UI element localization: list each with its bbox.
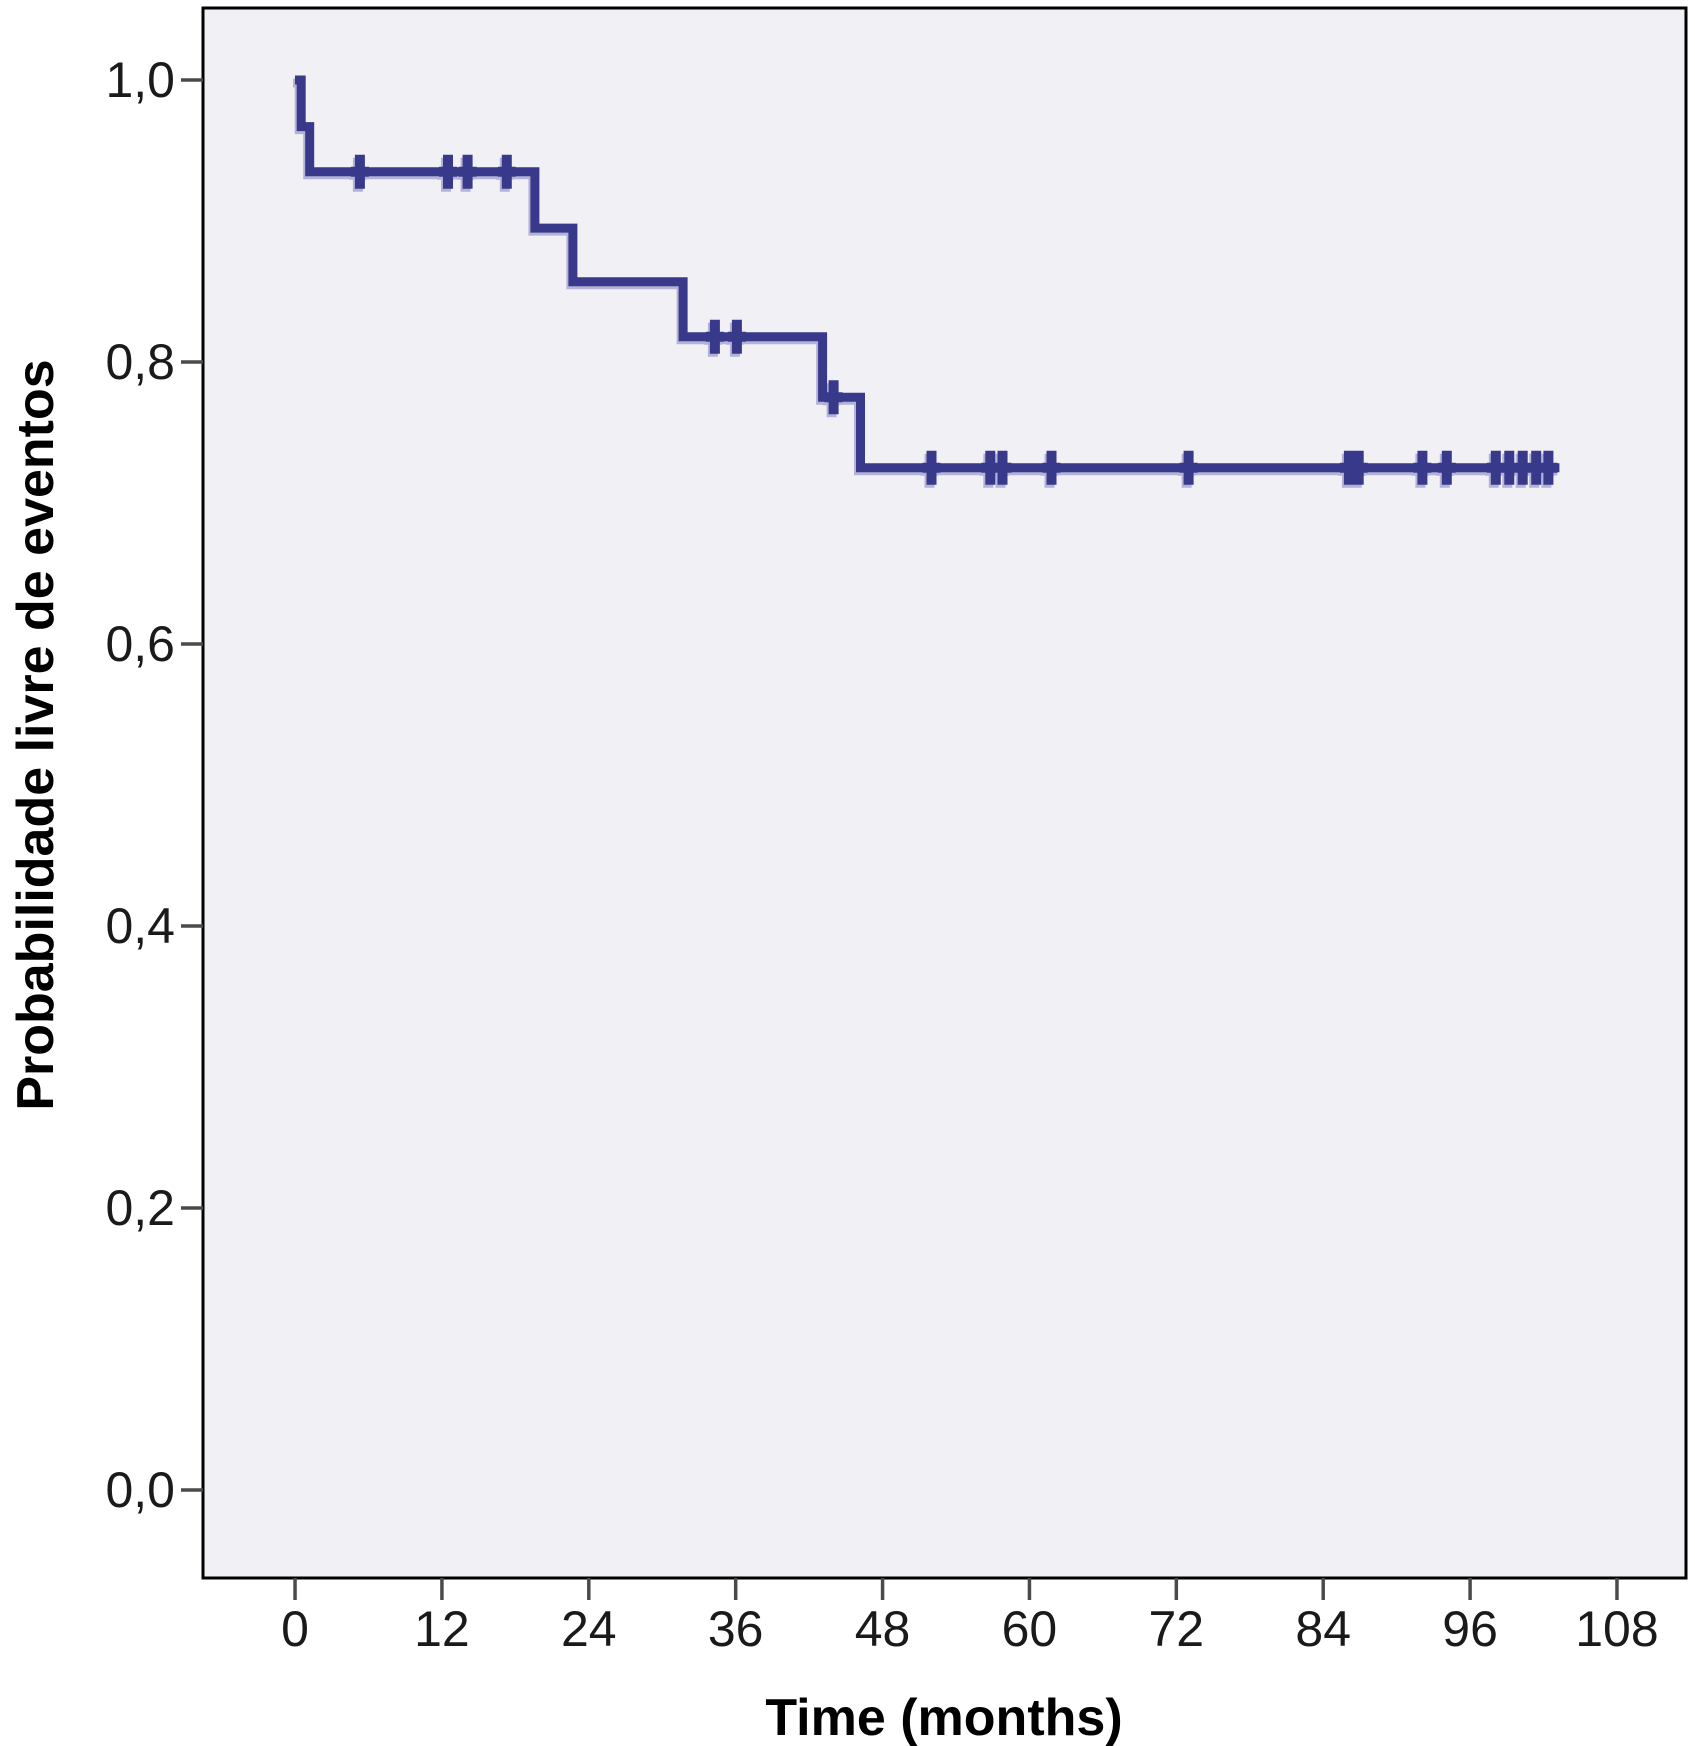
plot-frame — [201, 6, 1688, 1580]
y-tick-label: 0,4 — [105, 898, 175, 955]
x-tick-label: 48 — [854, 1601, 911, 1657]
x-tick-label: 72 — [1148, 1601, 1205, 1657]
x-tick-label: 96 — [1442, 1601, 1498, 1657]
y-tick-label: 0,0 — [105, 1462, 175, 1519]
y-tick-label: 1,0 — [105, 52, 175, 109]
x-tick-label: 24 — [560, 1601, 617, 1657]
y-tick-label: 0,6 — [105, 616, 175, 673]
survival-curve-group — [295, 75, 1560, 485]
x-axis-title: Time (months) — [765, 1689, 1123, 1746]
x-tick-label: 12 — [414, 1601, 470, 1657]
y-tick-label: 0,8 — [105, 334, 175, 391]
x-tick-label: 36 — [707, 1601, 764, 1657]
censor-marks — [350, 154, 1558, 485]
x-tick-label: 84 — [1295, 1601, 1352, 1657]
x-tick-label: 108 — [1575, 1601, 1659, 1657]
plot-background — [203, 8, 1686, 1578]
x-tick-label: 60 — [1001, 1601, 1058, 1657]
y-tick-label: 0,2 — [105, 1180, 175, 1237]
y-axis-title: Probabilidade livre de eventos — [7, 359, 65, 1111]
x-tick-label: 0 — [281, 1601, 309, 1657]
